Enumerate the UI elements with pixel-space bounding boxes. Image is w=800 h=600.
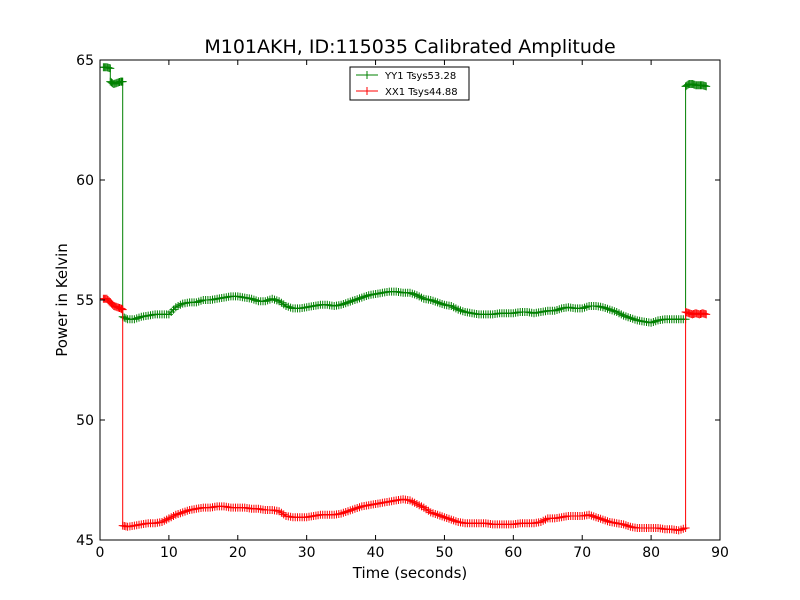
y-tick-label: 60: [76, 173, 94, 189]
legend: YY1 Tsys53.28 XX1 Tsys44.88: [349, 66, 470, 101]
x-tick-label: 60: [504, 545, 522, 561]
y-tick-label: 45: [76, 533, 94, 549]
data-point: [118, 77, 127, 86]
x-tick-label: 30: [298, 545, 316, 561]
legend-entry-xx1: XX1 Tsys44.88: [356, 87, 458, 98]
data-point: [702, 310, 711, 319]
y-tick-label: 65: [76, 53, 94, 69]
y-tick-label: 50: [76, 413, 94, 429]
series-layer: [100, 63, 711, 535]
legend-marker-xx1: [363, 87, 371, 95]
legend-box: [349, 66, 470, 101]
legend-entry-yy1: YY1 Tsys53.28: [356, 71, 456, 82]
legend-marker-yy1: [363, 71, 371, 79]
data-point: [118, 305, 127, 314]
data-point: [702, 82, 711, 91]
x-tick-label: 40: [367, 545, 385, 561]
data-point: [681, 524, 690, 532]
x-tick-label: 80: [642, 545, 660, 561]
x-tick-label: 90: [711, 545, 729, 561]
data-point: [106, 64, 115, 73]
legend-label-yy1: YY1 Tsys53.28: [384, 71, 456, 82]
legend-label-xx1: XX1 Tsys44.88: [385, 87, 458, 98]
x-tick-label: 20: [229, 545, 247, 561]
chart-title: M101AKH, ID:115035 Calibrated Amplitude: [204, 36, 615, 58]
x-tick-label: 50: [436, 545, 454, 561]
x-tick-label: 10: [160, 545, 178, 561]
x-tick-label: 70: [573, 545, 591, 561]
y-tick-label: 55: [76, 293, 94, 309]
axis-ticks: 0 10 20 30 40 50 60 70 80 90 45 50 55 60 65: [76, 53, 729, 561]
y-axis-label: Power in Kelvin: [53, 243, 71, 357]
data-point: [121, 314, 130, 323]
x-tick-label: 0: [96, 545, 105, 561]
data-point: [120, 313, 129, 322]
series-yy1: [100, 63, 711, 327]
plot-area: 0 10 20 30 40 50 60 70 80 90 45 50 55 60 65: [76, 53, 729, 561]
x-axis-label: Time (seconds): [352, 564, 468, 582]
series-xx1: [100, 294, 711, 535]
